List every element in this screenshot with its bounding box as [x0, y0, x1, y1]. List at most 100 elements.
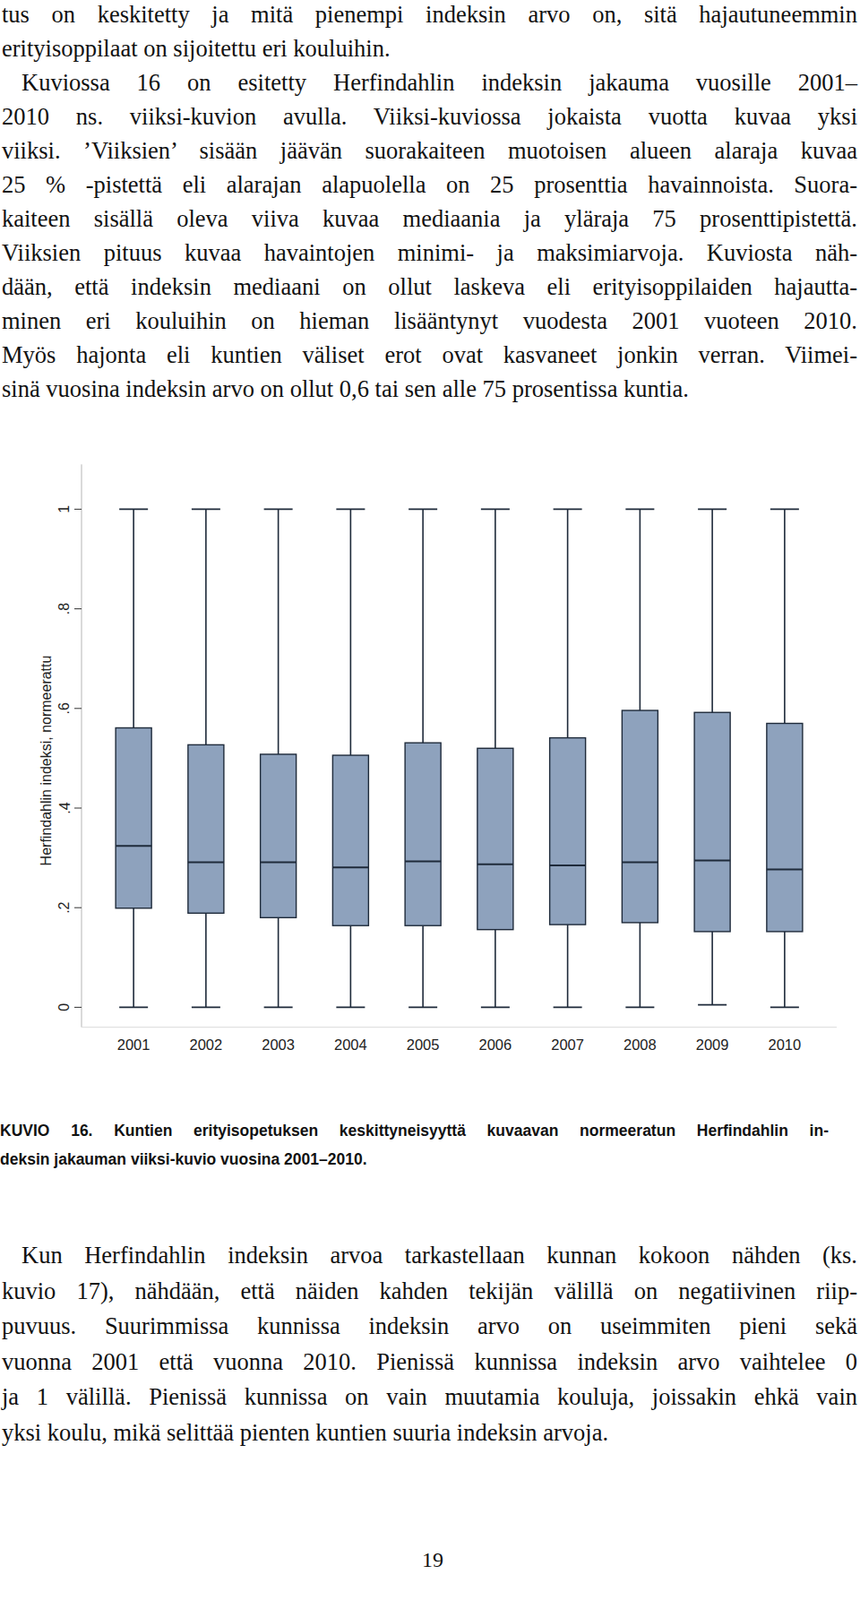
box: [115, 727, 152, 908]
text-line: tus on keskitetty ja mitä pienempi indek…: [1, 0, 858, 32]
text-line: vuonna 2001 että vuonna 2010. Pienissä k…: [1, 1344, 858, 1379]
y-tick: [74, 1006, 82, 1008]
max-cap: [625, 508, 654, 511]
x-axis: [81, 1026, 837, 1028]
text-line: ja 1 välillä. Pienissä kunnissa on vain …: [1, 1379, 858, 1414]
text-line: 2010 ns. viiksi-kuvion avulla. Viiksi-ku…: [1, 99, 858, 134]
max-cap: [481, 508, 510, 511]
text-line: minen eri kouluihin on hieman lisääntyny…: [1, 303, 858, 338]
text-line: kuvio 17), nähdään, että näiden kahden t…: [1, 1273, 858, 1308]
max-cap: [264, 508, 293, 511]
text-line: Viiksien pituus kuvaa havaintojen minimi…: [1, 235, 858, 270]
y-tick: [74, 707, 82, 709]
lower-whisker: [421, 925, 424, 1007]
min-cap: [553, 1006, 583, 1009]
text-line: KUVIO 16. Kuntien erityisopetuksen keski…: [0, 1117, 829, 1144]
page: tus on keskitetty ja mitä pienempi indek…: [0, 0, 860, 1600]
text-line: sinä vuosina indeksin arvo on ollut 0,6 …: [1, 371, 858, 406]
box: [477, 748, 514, 929]
max-cap: [335, 508, 365, 511]
y-tick: [74, 508, 82, 510]
max-cap: [697, 508, 727, 511]
min-cap: [481, 1006, 510, 1009]
max-cap: [408, 508, 438, 511]
median-line: [260, 861, 297, 864]
y-tick: [74, 808, 82, 809]
min-cap: [191, 1006, 221, 1009]
upper-whisker: [132, 508, 135, 728]
median-line: [404, 860, 441, 862]
max-cap: [119, 508, 148, 511]
upper-whisker: [350, 508, 353, 756]
lower-whisker: [277, 917, 280, 1007]
lower-whisker: [567, 924, 569, 1007]
box: [404, 742, 441, 926]
text-line: viiksi. ’Viiksien’ sisään jäävän suoraka…: [1, 133, 858, 168]
boxes: [115, 508, 803, 1007]
max-cap: [191, 508, 221, 511]
median-line: [188, 861, 224, 864]
box: [188, 744, 224, 913]
text-line: yksi koulu, mikä selittää pienten kuntie…: [1, 1415, 858, 1450]
upper-whisker: [277, 508, 280, 755]
upper-whisker: [421, 508, 424, 743]
x-tick-label: 2008: [623, 1036, 657, 1053]
x-tick-label: 2004: [334, 1036, 368, 1053]
y-axis-title: Herfindahlin indeksi, normeerattu: [38, 655, 54, 867]
lower-whisker: [639, 922, 642, 1008]
box: [550, 738, 586, 926]
page-number: 19: [396, 1548, 469, 1573]
upper-whisker: [711, 508, 714, 713]
box: [766, 722, 803, 931]
median-line: [115, 844, 152, 847]
min-cap: [625, 1006, 654, 1009]
upper-whisker: [205, 508, 207, 745]
box: [260, 754, 297, 918]
max-cap: [553, 508, 583, 511]
x-tick-label: 2007: [550, 1036, 585, 1053]
text-line: dään, että indeksin mediaani on ollut la…: [1, 269, 858, 304]
min-cap: [697, 1004, 727, 1007]
upper-whisker: [494, 508, 497, 749]
min-cap: [408, 1006, 438, 1009]
y-tick-label: .4: [57, 801, 73, 814]
box: [332, 755, 369, 926]
text-line: Kun Herfindahlin indeksin arvoa tarkaste…: [21, 1238, 858, 1273]
median-line: [550, 864, 586, 867]
upper-whisker: [783, 508, 786, 723]
max-cap: [770, 508, 800, 511]
median-line: [766, 868, 803, 870]
x-tick-label: 2003: [261, 1036, 295, 1053]
lower-whisker: [711, 931, 714, 1006]
lower-whisker: [350, 925, 353, 1007]
lower-whisker: [783, 931, 786, 1008]
y-tick-label: .2: [57, 901, 73, 913]
y-tick-label: .8: [57, 602, 73, 615]
min-cap: [264, 1006, 293, 1009]
text-line: deksin jakauman viiksi-kuvio vuosina 200…: [0, 1145, 829, 1173]
y-tick: [74, 907, 82, 909]
lower-whisker: [494, 929, 497, 1008]
text-line: erityisoppilaat on sijoitettu eri koului…: [1, 31, 858, 66]
text-line: puvuus. Suurimmissa kunnissa indeksin ar…: [1, 1308, 858, 1343]
median-line: [621, 861, 658, 864]
y-tick-label: 0: [57, 1003, 73, 1012]
median-line: [332, 866, 369, 869]
x-tick-label: 2005: [406, 1036, 440, 1053]
upper-whisker: [567, 508, 569, 738]
x-tick-label: 2006: [479, 1036, 513, 1053]
lower-whisker: [205, 912, 207, 1007]
lower-whisker: [132, 908, 135, 1008]
min-cap: [335, 1006, 365, 1009]
y-tick: [74, 608, 82, 610]
x-tick-label: 2002: [189, 1036, 224, 1053]
median-line: [477, 863, 514, 866]
text-line: Kuviossa 16 on esitetty Herfindahlin ind…: [21, 65, 858, 100]
text-line: kaiteen sisällä oleva viiva kuvaa mediaa…: [1, 201, 858, 236]
x-tick-label: 2010: [768, 1036, 802, 1053]
box: [621, 710, 658, 923]
upper-whisker: [639, 508, 642, 711]
y-axis: [81, 464, 83, 1027]
y-tick-label: 1: [57, 505, 73, 514]
min-cap: [770, 1006, 800, 1009]
